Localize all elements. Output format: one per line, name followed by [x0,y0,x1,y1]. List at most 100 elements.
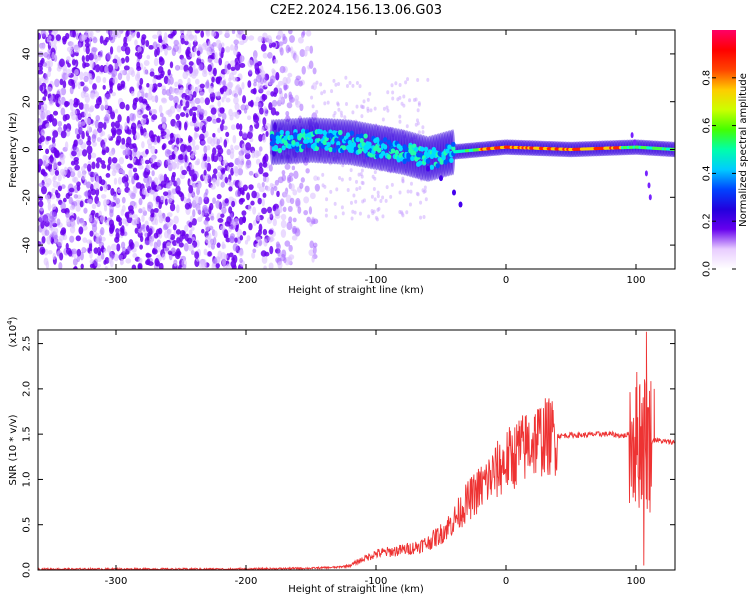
spectrogram-noise-blob [277,80,284,86]
spectrogram-noise-blob [247,100,254,107]
spectrogram-noise-blob [337,82,341,87]
spectrogram-noise-blob [309,45,314,54]
spectrogram-noise-blob [221,243,227,249]
spectrogram-noise-blob [49,168,55,176]
spectrogram-noise-blob [173,39,179,46]
spectrogram-noise-blob [208,85,214,94]
spectrogram-noise-blob [277,176,284,184]
spectrogram-noise-blob [263,265,267,269]
spectrogram-noise-blob [105,109,110,115]
spectrogram-noise-blob [99,215,106,223]
spectrogram-noise-blob [221,119,225,125]
spectrogram-noise-blob [60,184,66,190]
spectrogram-noise-blob [281,169,286,176]
spectrogram-signal-blob [418,160,423,166]
spectrogram-noise-blob [349,168,353,173]
spectrogram-tail-blob [426,165,430,172]
spectrogram-noise-blob [39,65,43,72]
spectrogram-signal-blob [429,153,435,160]
spectrogram-noise-blob [112,77,118,85]
spectrogram-noise-blob [212,236,217,246]
spectrogram-noise-blob [368,91,372,96]
snr-y-tick-label: 2.5 [22,336,33,352]
spectrogram-noise-blob [238,198,244,205]
spectrogram-noise-blob [262,172,269,178]
snr-y-tick-label: 1.5 [22,426,33,442]
colorbar-bar [712,30,736,269]
spectrogram-noise-blob [261,94,268,101]
spectrogram-signal-blob [406,156,411,162]
spectrogram-noise-blob [38,118,43,126]
spectrogram-noise-blob [192,111,197,117]
spectrogram-signal-blob [293,132,298,138]
spectrogram-noise-blob [269,211,273,218]
spectrogram-noise-blob [385,105,389,110]
spectrogram-noise-blob [406,189,410,194]
spectrogram-noise-blob [245,142,252,151]
spectrogram-noise-blob [63,124,67,132]
spectrogram-noise-blob [373,176,377,181]
spectrogram-noise-blob [257,197,262,205]
spectrogram-noise-blob [174,81,179,88]
spectrogram-noise-blob [117,176,123,185]
spectrogram-noise-blob [261,207,268,215]
spectrogram-noise-blob [97,121,104,129]
spectrogram-noise-blob [74,46,81,53]
spectrogram-noise-blob [344,75,348,80]
spectrogram-noise-blob [279,65,286,74]
spectrogram-noise-blob [38,200,44,208]
spectrogram-noise-blob [91,203,97,210]
spectrogram-noise-blob [135,174,140,181]
spectrogram-signal-blob [328,129,333,135]
spectrogram-noise-blob [39,246,46,255]
spectrogram-noise-blob [234,62,241,71]
spectrogram-noise-blob [224,253,228,260]
spectrogram-noise-blob [141,187,147,196]
spectrogram-noise-blob [38,104,42,110]
spectrogram-noise-blob [73,102,79,108]
spectrogram-noise-blob [210,184,216,190]
spectrogram-noise-blob [94,64,101,73]
spectrogram-noise-blob [77,112,82,121]
spectrogram-noise-blob [148,228,153,236]
spectrogram-noise-blob [122,246,127,254]
spectrogram-noise-blob [276,190,280,198]
colorbar: 0.0 0.2 0.4 0.6 0.8 Normalized spectral ampl… [702,30,749,277]
spectrogram-noise-blob [360,180,364,185]
spectrogram-noise-blob [116,217,122,222]
spectrogram-noise-blob [131,148,137,157]
spectrogram-noise-blob [126,136,132,146]
snr-x-tick-label: -100 [365,576,388,587]
spectrogram-noise-blob [348,176,352,181]
spectrogram-noise-blob [183,121,188,131]
spectrogram-noise-blob [400,210,404,215]
spectrogram-noise-blob [112,58,118,64]
spectrogram-noise-blob [167,69,171,76]
spectrogram-noise-blob [255,96,260,102]
spectrogram-noise-blob [187,192,191,199]
spectrogram-noise-blob [145,164,150,172]
spectrogram-noise-blob [215,117,221,123]
spectrogram-noise-blob [87,32,93,39]
spectrogram-noise-blob [141,193,146,200]
spectrogram-noise-blob [266,90,271,96]
spectrogram-noise-blob [235,123,240,130]
spectrogram-noise-blob [132,253,138,258]
spectrogram-noise-blob [198,44,202,49]
spectrogram-noise-blob [173,215,179,225]
spectrogram-noise-blob [280,219,287,229]
spectrogram-noise-blob [72,30,77,38]
spectrogram-noise-blob [330,89,334,94]
spectrogram-noise-blob [391,96,395,101]
spectrogram-noise-blob [224,198,229,204]
spectrogram-noise-blob [125,258,132,264]
spectrogram-noise-blob [104,266,108,269]
spectrogram-noise-blob [99,49,104,58]
spectrogram-signal-blob [419,146,425,152]
spectrogram-noise-blob [114,108,119,114]
spectrogram-noise-blob [207,241,212,248]
spectrogram-noise-blob [174,252,181,260]
spectrogram-noise-blob [264,122,271,130]
spectrogram-noise-blob [86,140,92,146]
